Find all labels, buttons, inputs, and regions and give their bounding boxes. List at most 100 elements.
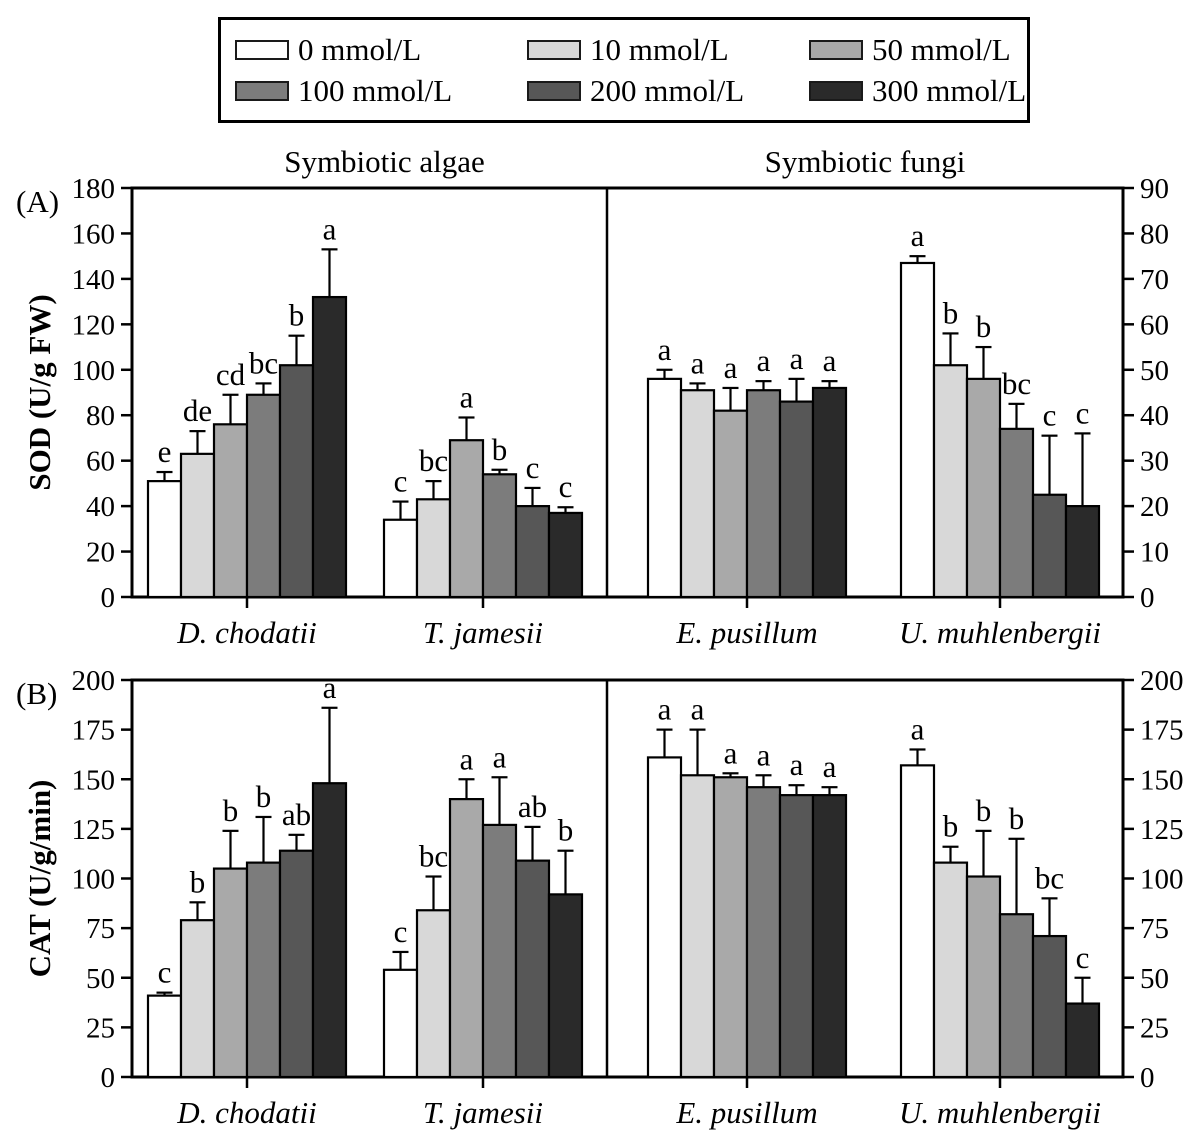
- bar-Umuhlenbergii-50mmol: [965, 377, 1002, 599]
- legend-label: 300 mmol/L: [872, 73, 1027, 108]
- legend-item-50mmol: 50 mmol/L: [809, 34, 1026, 65]
- bar-Dchodatii-200mmol: [278, 849, 315, 1079]
- x-category-label: U. muhlenbergii: [899, 615, 1101, 650]
- y-tick-label-right: 50: [1140, 963, 1169, 995]
- significance-letter: de: [183, 393, 212, 428]
- bar-Epusillum-0mmol: [646, 756, 683, 1079]
- significance-letter: b: [289, 298, 305, 333]
- significance-letter: a: [823, 343, 837, 378]
- significance-letter: a: [724, 350, 738, 385]
- y-tick-label-right: 20: [1140, 491, 1169, 523]
- significance-letter: ab: [282, 797, 311, 832]
- y-tick-label-left: 200: [72, 665, 116, 697]
- significance-letter: cd: [216, 357, 246, 392]
- y-tick-label-left: 0: [101, 582, 116, 614]
- y-tick-label-right: 60: [1140, 309, 1169, 341]
- y-tick-label-right: 80: [1140, 218, 1169, 250]
- legend-label: 200 mmol/L: [590, 73, 745, 108]
- panel-B-chart: (B) CAT (U/g/min) 0 25 50 75 100 125 150 175 200 D.…: [16, 665, 1184, 1130]
- significance-letter: a: [757, 343, 771, 378]
- y-tick-label-right: 100: [1140, 864, 1184, 896]
- legend-label: 0 mmol/L: [298, 32, 422, 67]
- significance-letter: a: [691, 692, 705, 727]
- y-tick-label-right: 90: [1140, 173, 1169, 205]
- significance-letter: bc: [249, 345, 278, 380]
- significance-letter: b: [558, 813, 574, 848]
- bar-Dchodatii-300mmol: [311, 295, 348, 599]
- significance-letter: b: [223, 793, 239, 828]
- y-tick-label-right: 0: [1140, 1062, 1155, 1094]
- significance-letter: b: [943, 809, 959, 844]
- x-category-label: E. pusillum: [675, 1095, 817, 1130]
- y-tick-label-left: 80: [86, 400, 115, 432]
- significance-letter: bc: [419, 443, 448, 478]
- y-tick-label-left: 180: [72, 173, 116, 205]
- legend-label: 10 mmol/L: [590, 32, 729, 67]
- bar-Dchodatii-10mmol: [179, 919, 216, 1079]
- bar-Dchodatii-100mmol: [245, 393, 282, 599]
- y-tick-label-right: 125: [1140, 814, 1184, 846]
- bar-Tjamesii-200mmol: [514, 859, 551, 1079]
- bar-Umuhlenbergii-50mmol: [965, 875, 1002, 1079]
- y-tick-label-right: 75: [1140, 913, 1169, 945]
- panel-label: (A): [16, 184, 59, 219]
- bar-Umuhlenbergii-200mmol: [1031, 934, 1068, 1079]
- legend-swatch: [235, 39, 289, 60]
- significance-letter: bc: [1002, 366, 1031, 401]
- bar-Epusillum-50mmol: [712, 409, 749, 599]
- legend-swatch: [809, 39, 863, 60]
- x-category-label: D. chodatii: [176, 1095, 317, 1130]
- x-category-label: E. pusillum: [675, 615, 817, 650]
- bar-Tjamesii-0mmol: [382, 968, 419, 1079]
- legend-item-100mmol: 100 mmol/L: [235, 75, 527, 106]
- bar-Dchodatii-0mmol: [146, 480, 183, 599]
- significance-letter: a: [658, 332, 672, 367]
- y-tick-label-left: 20: [86, 537, 115, 569]
- significance-letter: a: [691, 345, 705, 380]
- bar-Dchodatii-50mmol: [212, 423, 249, 599]
- bar-Tjamesii-300mmol: [547, 511, 584, 599]
- y-tick-label-left: 100: [72, 355, 116, 387]
- significance-letter: a: [658, 692, 672, 727]
- bar-Dchodatii-200mmol: [278, 364, 315, 599]
- legend-item-200mmol: 200 mmol/L: [527, 75, 809, 106]
- bar-Tjamesii-100mmol: [481, 473, 518, 599]
- y-tick-label-right: 50: [1140, 355, 1169, 387]
- y-tick-label-left: 140: [72, 264, 116, 296]
- significance-letter: c: [394, 464, 408, 499]
- bar-Tjamesii-0mmol: [382, 518, 419, 599]
- bar-Dchodatii-10mmol: [179, 452, 216, 599]
- y-tick-label-left: 160: [72, 218, 116, 250]
- significance-letter: a: [323, 670, 337, 705]
- y-tick-label-right: 40: [1140, 400, 1169, 432]
- significance-letter: c: [158, 955, 172, 990]
- y-tick-label-left: 175: [72, 715, 116, 747]
- y-tick-label-right: 70: [1140, 264, 1169, 296]
- x-category-label: T. jamesii: [423, 615, 543, 650]
- bar-Epusillum-300mmol: [811, 794, 848, 1079]
- subpanel-title: Symbiotic algae: [284, 144, 485, 179]
- y-axis-title: CAT (U/g/min): [22, 780, 57, 978]
- bar-Umuhlenbergii-100mmol: [998, 427, 1035, 599]
- y-tick-label-right: 0: [1140, 582, 1155, 614]
- bar-Umuhlenbergii-300mmol: [1064, 505, 1101, 599]
- significance-letter: e: [158, 434, 172, 469]
- bar-Tjamesii-100mmol: [481, 823, 518, 1079]
- panel-A-chart: (A)SOD (U/g FW)020406080100120140160180S…: [16, 144, 1169, 650]
- y-tick-label-left: 25: [86, 1012, 115, 1044]
- bar-Tjamesii-50mmol: [448, 798, 485, 1079]
- y-tick-label-right: 175: [1140, 715, 1184, 747]
- significance-letter: bc: [1035, 860, 1064, 895]
- y-tick-label-right: 150: [1140, 764, 1184, 796]
- bar-Tjamesii-200mmol: [514, 505, 551, 599]
- bar-Umuhlenbergii-10mmol: [932, 861, 969, 1079]
- bar-Epusillum-50mmol: [712, 776, 749, 1079]
- y-tick-label-left: 60: [86, 446, 115, 478]
- significance-letter: a: [911, 218, 925, 253]
- significance-letter: b: [256, 779, 272, 814]
- y-tick-label-right: 25: [1140, 1012, 1169, 1044]
- y-tick-label-left: 40: [86, 491, 115, 523]
- bar-Dchodatii-100mmol: [245, 861, 282, 1079]
- panel-label: (B): [16, 676, 57, 711]
